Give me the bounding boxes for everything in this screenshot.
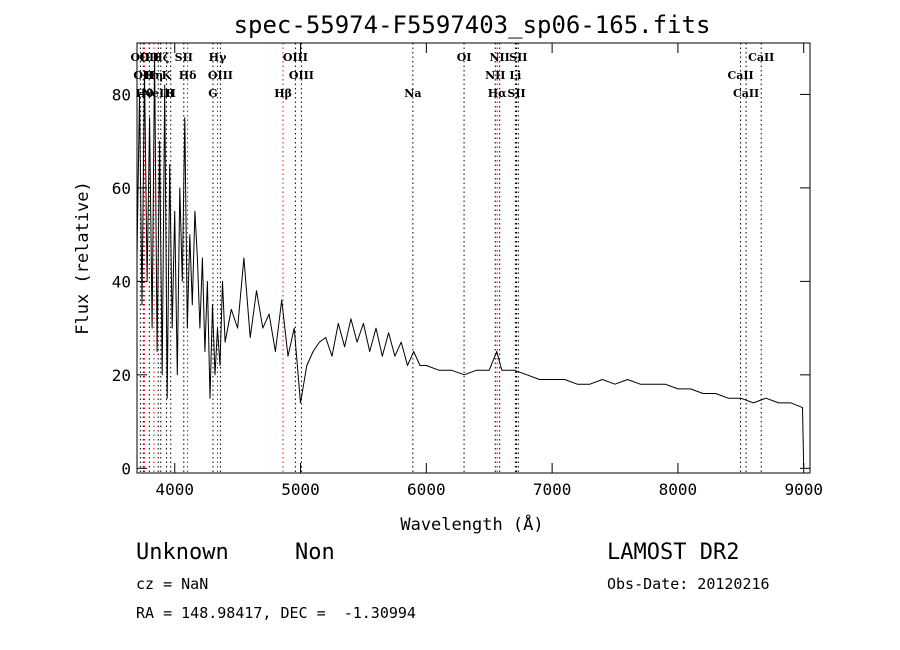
plot-frame [136,42,811,474]
y-tick-label: 0 [121,459,131,478]
observation-date: Obs-Date: 20120216 [607,575,770,593]
spectral-line-label: OI [457,51,472,64]
spectral-line-label: OII [130,51,150,64]
redshift-readout: cz = NaN [136,575,209,593]
y-axis-label: Flux (relative) [73,181,93,335]
spectrum-line [136,56,805,469]
x-tick-label: 7000 [533,480,572,499]
spectral-line-label: Li [509,69,521,82]
spectral-line-label: Hα [488,87,507,100]
spectral-line-label: H [166,87,176,100]
spectral-line-label: Hγ [209,51,227,64]
spectral-line-label: OIII [289,69,314,82]
spectral-line-label: K [162,69,172,82]
spectral-line-label: NII [489,51,509,64]
spectral-line-label: SII [509,51,527,64]
y-tick-label: 20 [112,366,131,385]
spectral-line-label: CaII [748,51,774,64]
spectral-line-label: SII [175,51,193,64]
y-tick-label: 80 [112,85,131,104]
spectral-line-label: OIII [208,69,233,82]
spectral-line-labels: OIIOIIHθOIIHηNeIIIHζKHSIIHδGHγOIIIHβOIII… [130,51,774,100]
y-tick-label: 40 [112,272,131,291]
x-tick-label: 4000 [155,480,194,499]
spectral-line-label: CaII [727,69,753,82]
y-tick-label: 60 [112,179,131,198]
x-tick-label: 8000 [659,480,698,499]
survey-name: LAMOST DR2 [607,540,740,565]
spectrum-series [136,56,805,469]
spectral-line-label: OIII [283,51,308,64]
spectral-line-label: Hδ [179,69,197,82]
y-axis-ticks: 0 20 40 60 80 [112,85,810,478]
spectral-line-label: Hβ [274,87,292,100]
x-tick-label: 6000 [407,480,446,499]
x-tick-label: 5000 [281,480,320,499]
spectral-line-label: Hζ [152,51,169,64]
spectral-line-label: SII [507,87,525,100]
spectral-line-label: NII [485,69,505,82]
spectral-line-label: OII [133,69,153,82]
chart-title: spec-55974-F5597403_sp06-165.fits [234,11,711,39]
spectral-line-label: G [208,87,217,100]
object-class: Unknown [136,540,229,565]
coordinates-readout: RA = 148.98417, DEC = -1.30994 [136,604,416,622]
x-tick-label: 9000 [784,480,823,499]
spectral-line-label: CaII [733,87,759,100]
x-axis-label: Wavelength (Å) [400,513,543,535]
spectral-line-label: NeIII [142,87,175,100]
spectral-line-markers [139,43,762,473]
x-axis-ticks: 4000 5000 6000 7000 8000 9000 [155,43,823,499]
spectral-line-label: Na [404,87,421,100]
object-subclass: Non [295,540,335,565]
